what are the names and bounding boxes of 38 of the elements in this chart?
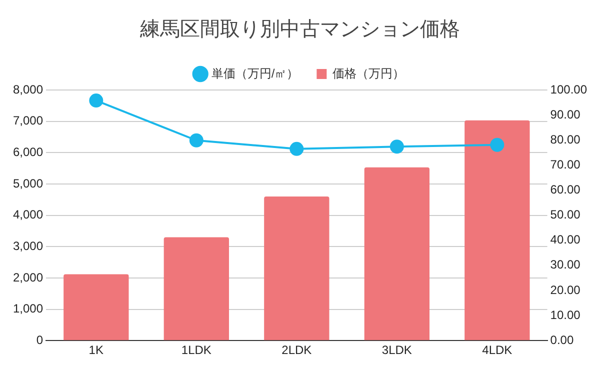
chart-title: 練馬区間取り別中古マンション価格 — [139, 18, 460, 41]
y-tick-label: 1,000 — [13, 302, 44, 316]
y-tick-label: 3,000 — [13, 238, 44, 253]
y2-tick-label: 60.00 — [550, 182, 581, 197]
y-tick-label: 6,000 — [13, 144, 44, 159]
y2-tick-label: 70.00 — [550, 157, 581, 172]
y-tick-label: 5,000 — [13, 176, 44, 190]
y-tick-label: 7,000 — [13, 114, 44, 128]
y2-tick-label: 0.00 — [550, 332, 574, 347]
point — [89, 94, 104, 108]
x-tick-label: 2LDK — [282, 343, 312, 358]
y2-tick-label: 30.00 — [550, 258, 581, 272]
x-tick-label: 1K — [88, 343, 104, 358]
y2-tick-label: 20.00 — [550, 282, 581, 297]
point — [189, 133, 204, 148]
point — [490, 138, 504, 152]
bar — [364, 167, 430, 340]
bar — [264, 196, 330, 340]
y-tick-label: 8,000 — [13, 82, 44, 96]
y2-tick-label: 100.00 — [550, 82, 588, 96]
bar — [464, 120, 530, 340]
y-tick-label: 2,000 — [13, 270, 44, 284]
point — [390, 140, 404, 154]
point — [290, 142, 304, 156]
y2-tick-label: 40.00 — [550, 232, 581, 247]
y2-tick-label: 80.00 — [550, 132, 581, 146]
y2-tick-label: 50.00 — [550, 208, 581, 222]
legend-label: 価格（万円） — [332, 66, 405, 80]
x-tick-label: 1LDK — [181, 343, 212, 358]
legend-label: 単価（万円/㎡） — [211, 66, 299, 80]
bar — [64, 274, 129, 340]
y-tick-label: 4,000 — [13, 208, 44, 222]
x-tick-label: 3LDK — [382, 343, 412, 358]
y-tick-label: 0 — [36, 332, 44, 347]
y2-tick-label: 90.00 — [550, 107, 581, 122]
bar — [164, 237, 229, 340]
x-tick-label: 4LDK — [482, 343, 512, 358]
y2-tick-label: 10.00 — [550, 308, 581, 322]
